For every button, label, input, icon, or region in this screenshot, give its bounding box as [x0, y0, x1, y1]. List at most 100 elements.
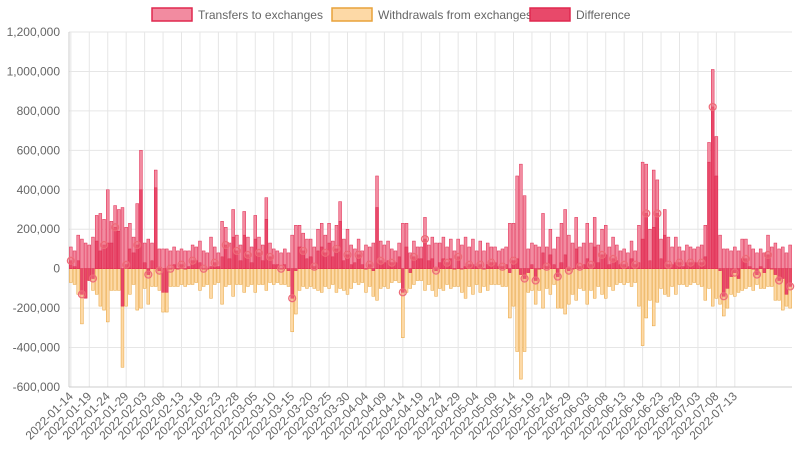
difference-bar — [308, 256, 313, 269]
transfers-bar — [83, 242, 88, 269]
difference-bar — [681, 266, 685, 269]
difference-point — [398, 288, 407, 297]
difference-bar — [722, 268, 726, 297]
difference-point — [188, 256, 197, 265]
difference-bar — [87, 268, 91, 281]
difference-point — [597, 250, 607, 259]
legend-label: Difference — [576, 8, 631, 22]
difference-bar — [349, 264, 353, 269]
difference-bar — [91, 268, 95, 279]
transfers-bar — [519, 163, 523, 269]
withdrawals-bar — [393, 268, 398, 281]
legend-item[interactable]: Withdrawals from exchanges — [331, 7, 532, 22]
difference-bar — [279, 268, 283, 270]
difference-point — [509, 256, 518, 265]
difference-bar — [412, 256, 416, 269]
withdrawals-bar — [485, 268, 490, 291]
y-tick-label: -400,000 — [13, 341, 61, 355]
transfers-bar — [556, 236, 560, 269]
withdrawals-bar — [637, 268, 641, 307]
withdrawals-bar — [183, 268, 187, 287]
difference-bar — [168, 268, 173, 270]
difference-bar — [268, 256, 272, 269]
withdrawals-bar — [681, 268, 685, 285]
withdrawals-bar — [463, 268, 468, 299]
difference-point — [763, 250, 773, 259]
transfers-bar — [515, 175, 519, 269]
difference-point — [741, 254, 750, 263]
difference-point — [321, 248, 330, 257]
difference-point — [66, 256, 75, 265]
difference-bar — [216, 266, 221, 269]
difference-bar — [482, 268, 486, 270]
difference-point — [575, 262, 584, 271]
difference-bar — [777, 268, 781, 281]
difference-bar — [316, 250, 320, 269]
withdrawals-bar — [500, 268, 505, 287]
y-tick-label: 200,000 — [17, 222, 61, 236]
difference-bar — [707, 161, 711, 269]
difference-point — [332, 244, 341, 254]
withdrawals-bar — [511, 268, 516, 307]
difference-bar — [663, 234, 667, 269]
difference-bar — [426, 260, 431, 269]
difference-bar — [452, 268, 457, 270]
withdrawals-bar — [497, 268, 501, 285]
difference-point — [642, 209, 651, 218]
y-tick-label: 400,000 — [17, 183, 61, 197]
withdrawals-bar — [770, 268, 774, 287]
withdrawals-bar — [651, 268, 656, 327]
withdrawals-bar — [334, 268, 339, 293]
difference-bar — [611, 258, 615, 269]
difference-point — [99, 240, 109, 250]
withdrawals-bar — [607, 268, 612, 287]
difference-bar — [80, 268, 84, 295]
withdrawals-bar — [688, 268, 693, 285]
difference-point — [409, 252, 419, 261]
legend-item[interactable]: Difference — [529, 7, 631, 22]
difference-bar — [76, 260, 80, 269]
withdrawals-bar — [655, 268, 660, 303]
withdrawals-bar — [449, 268, 453, 289]
withdrawals-bar — [187, 268, 191, 285]
difference-bar — [249, 262, 254, 269]
withdrawals-bar — [246, 268, 250, 287]
withdrawals-bar — [423, 268, 427, 291]
withdrawals-bar — [342, 268, 346, 291]
difference-bar — [592, 246, 597, 269]
difference-bar — [751, 268, 755, 270]
difference-bar — [264, 219, 269, 269]
withdrawals-bar — [260, 268, 265, 285]
difference-bar — [408, 268, 412, 273]
difference-bar — [238, 260, 243, 269]
withdrawals-bar — [102, 268, 106, 311]
difference-bar — [375, 207, 379, 269]
withdrawals-bar — [356, 268, 361, 285]
transfers-bar — [290, 234, 294, 269]
withdrawals-bar — [364, 268, 368, 293]
difference-bar — [382, 262, 387, 269]
difference-bar — [338, 221, 342, 269]
difference-point — [608, 254, 618, 263]
difference-point — [310, 262, 319, 271]
withdrawals-bar — [268, 268, 272, 283]
withdrawals-bar — [312, 268, 316, 289]
withdrawals-bar — [740, 268, 744, 291]
legend[interactable]: Transfers to exchanges Withdrawals from e… — [151, 7, 631, 22]
transfers-bar — [537, 246, 542, 269]
withdrawals-bar — [353, 268, 357, 283]
withdrawals-bar — [471, 268, 475, 295]
withdrawals-bar — [441, 268, 446, 291]
difference-bar — [784, 268, 789, 295]
difference-point — [653, 209, 662, 218]
transfers-bar — [434, 242, 438, 269]
difference-bar — [305, 258, 309, 269]
legend-item[interactable]: Transfers to exchanges — [151, 7, 323, 22]
transfers-bar — [725, 248, 730, 269]
difference-point — [487, 258, 496, 267]
transfers-bar — [570, 242, 575, 269]
withdrawals-bar — [677, 268, 682, 285]
withdrawals-bar — [367, 268, 372, 287]
withdrawals-bar — [345, 268, 350, 295]
